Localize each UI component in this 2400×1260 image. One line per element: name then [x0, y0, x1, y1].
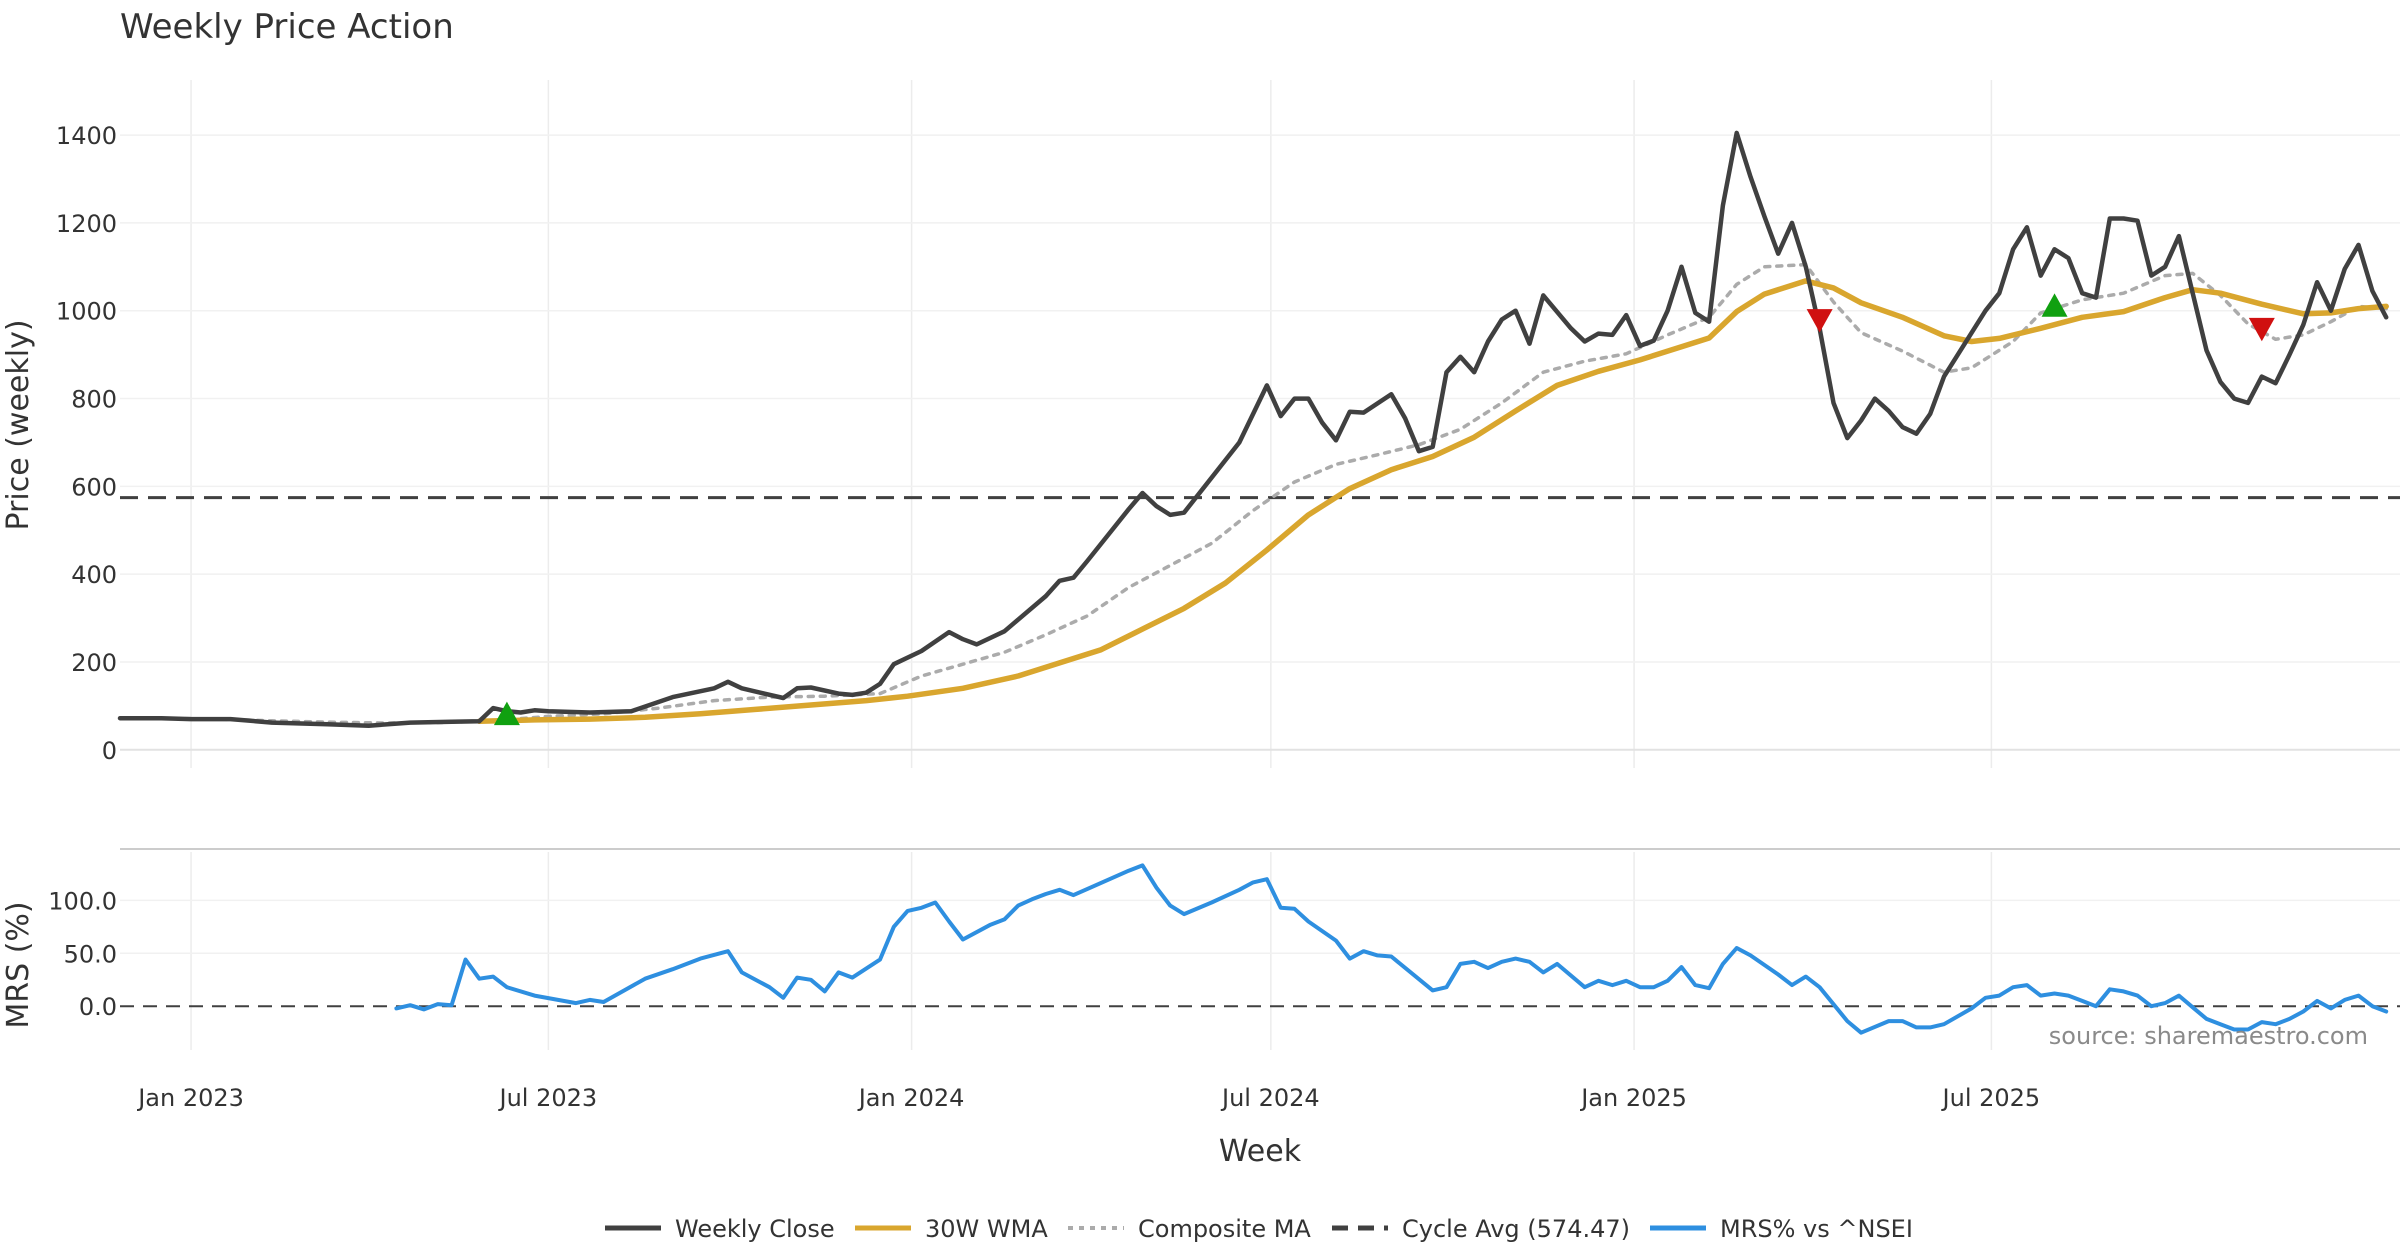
- x-tick-label: Jul 2023: [498, 1084, 598, 1112]
- chart-title: Weekly Price Action: [120, 7, 454, 47]
- price-series-layer: [117, 130, 2389, 728]
- price-y-ticks: 0 200 400 600 800 1000 1200 1400: [56, 122, 117, 765]
- price-y-tick-label: 400: [71, 561, 117, 589]
- x-ticks: Jan 2023 Jul 2023 Jan 2024 Jul 2024 Jan 2025…: [136, 1084, 2040, 1112]
- price-y-tick-label: 600: [71, 473, 117, 501]
- signal-markers: [493, 293, 2275, 726]
- price-y-tick-label: 800: [71, 386, 117, 414]
- buy-signal-marker: [2041, 293, 2068, 317]
- mrs-y-axis-label: MRS (%): [1, 901, 36, 1028]
- x-tick-label: Jan 2023: [136, 1084, 244, 1112]
- price-y-tick-label: 1400: [56, 122, 117, 150]
- x-tick-label: Jan 2025: [1579, 1084, 1687, 1112]
- mrs-gridlines: [120, 852, 2400, 1050]
- price-y-tick-label: 200: [71, 649, 117, 677]
- 30w-wma-line: [476, 278, 2389, 725]
- mrs-y-tick-label: 100.0: [48, 887, 117, 915]
- mrs-y-tick-label: 0.0: [79, 993, 117, 1021]
- weekly-close-line: [117, 130, 2389, 728]
- price-gridlines: [120, 80, 2400, 768]
- legend-label: MRS% vs ^NSEI: [1720, 1215, 1913, 1243]
- mrs-y-ticks: 0.0 50.0 100.0: [48, 887, 117, 1021]
- buy-signal-marker: [493, 701, 520, 726]
- legend-label: Composite MA: [1138, 1215, 1311, 1243]
- x-axis-label: Week: [1219, 1134, 1302, 1169]
- price-y-tick-label: 1000: [56, 298, 117, 326]
- price-y-tick-label: 1200: [56, 210, 117, 238]
- legend-label: Cycle Avg (574.47): [1402, 1215, 1630, 1243]
- price-y-tick-label: 0: [102, 737, 117, 765]
- legend-label: 30W WMA: [925, 1215, 1048, 1243]
- x-tick-label: Jan 2024: [857, 1084, 965, 1112]
- mrs-y-tick-label: 50.0: [64, 940, 117, 968]
- sell-signal-marker: [1806, 309, 1833, 333]
- mrs-series-layer: [394, 863, 2389, 1035]
- x-tick-label: Jul 2024: [1220, 1084, 1320, 1112]
- sell-signal-marker: [2248, 317, 2275, 342]
- mrs-line: [394, 863, 2389, 1035]
- x-tick-label: Jul 2025: [1941, 1084, 2041, 1112]
- legend-label: Weekly Close: [675, 1215, 835, 1243]
- composite-ma-line: [159, 262, 2388, 725]
- price-y-axis-label: Price (weekly): [1, 319, 36, 530]
- watermark: source: sharemaestro.com: [2049, 1022, 2368, 1050]
- legend: Weekly Close 30W WMA Composite MA Cycle Avg…: [605, 1215, 1913, 1243]
